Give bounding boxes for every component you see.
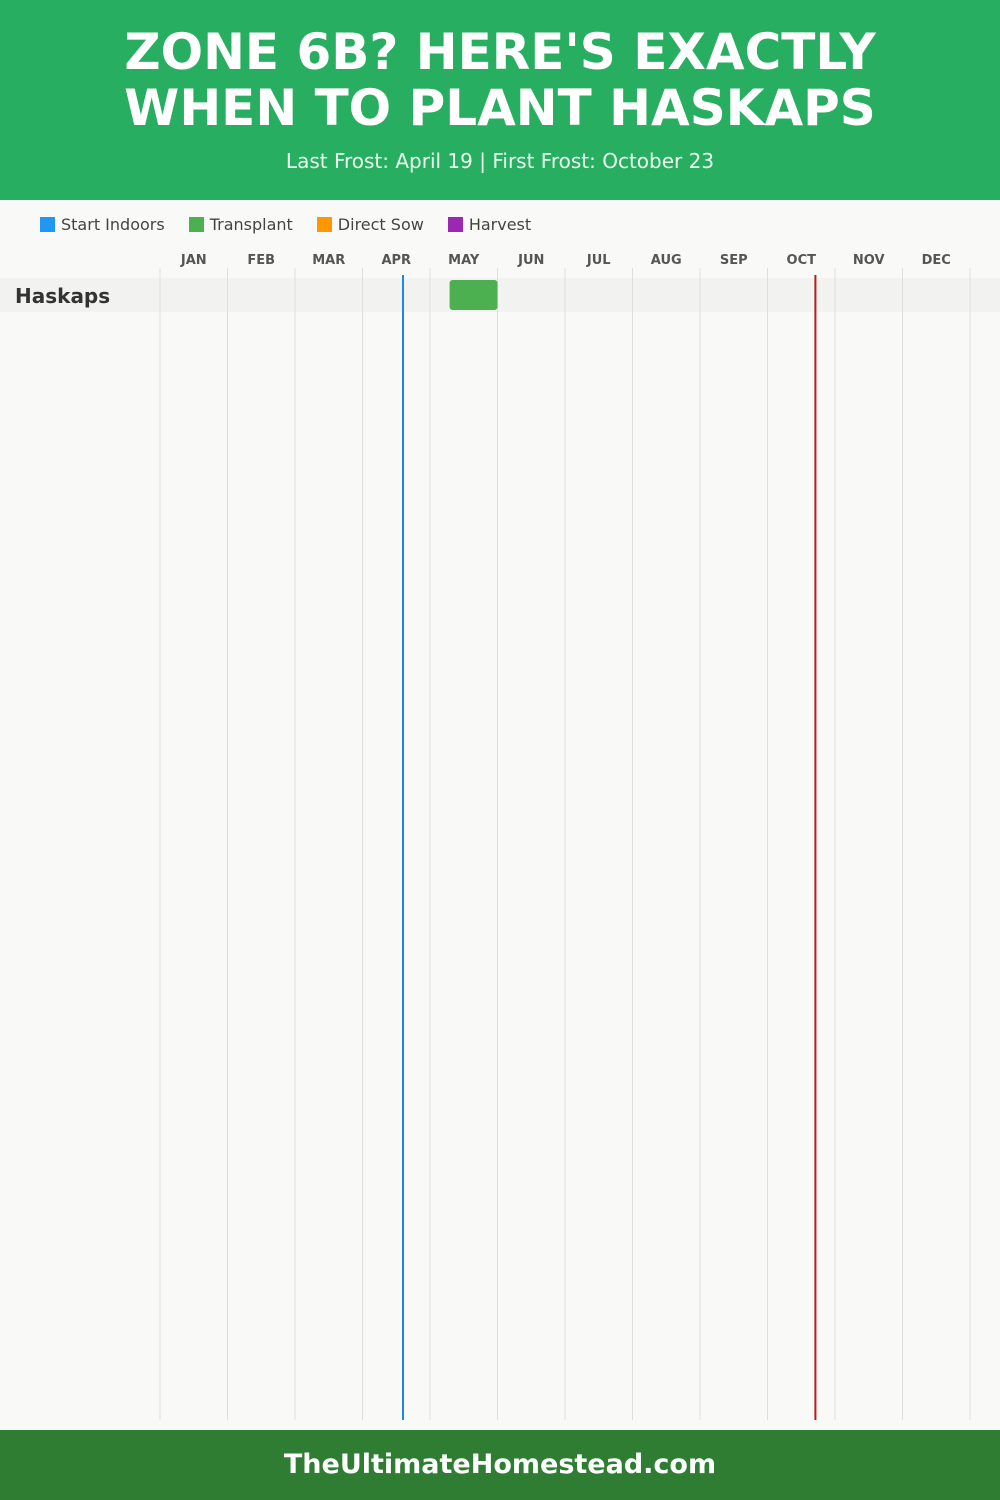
legend-label: Harvest xyxy=(468,215,532,234)
footer-site: TheUltimateHomestead.com xyxy=(0,1430,1000,1500)
row-label: Haskaps xyxy=(15,284,110,308)
title-line-2: WHEN TO PLANT HASKAPS xyxy=(124,79,876,137)
month-label: OCT xyxy=(787,253,817,268)
subtitle: Last Frost: April 19 | First Frost: Octo… xyxy=(285,149,715,173)
legend-item: Transplant xyxy=(188,215,293,234)
legend-item: Direct Sow xyxy=(316,215,424,234)
page-title: ZONE 6B? HERE'S EXACTLY WHEN TO PLANT HAS… xyxy=(0,24,1000,136)
month-label: NOV xyxy=(853,253,885,268)
row-background xyxy=(0,278,1000,312)
month-label: JUN xyxy=(517,253,544,268)
month-label: FEB xyxy=(247,253,275,268)
month-label: DEC xyxy=(922,253,951,268)
legend-label: Direct Sow xyxy=(337,215,424,234)
legend-item: Start Indoors xyxy=(40,215,165,234)
legend: Start Indoors Transplant Direct Sow Harv… xyxy=(40,215,531,234)
bar-transplant xyxy=(449,280,498,310)
month-label: JUL xyxy=(586,253,611,268)
legend-label: Transplant xyxy=(209,215,293,234)
legend-item: Harvest xyxy=(447,215,532,234)
legend-label: Start Indoors xyxy=(61,215,165,234)
swatch xyxy=(188,217,204,232)
month-label: APR xyxy=(381,253,411,268)
header: ZONE 6B? HERE'S EXACTLY WHEN TO PLANT HAS… xyxy=(0,0,1000,200)
month-label: AUG xyxy=(651,253,682,268)
gantt-chart: JAN FEB MAR APR MAY JUN JUL AUG SEP OCT NOV DEC Hask… xyxy=(0,253,1000,1420)
month-label: SEP xyxy=(720,253,748,268)
month-label: MAR xyxy=(312,253,345,268)
month-label: JAN xyxy=(180,253,207,268)
swatch xyxy=(447,217,463,232)
title-line-1: ZONE 6B? HERE'S EXACTLY xyxy=(124,23,876,81)
month-label: MAY xyxy=(448,253,480,268)
swatch xyxy=(40,217,55,232)
swatch xyxy=(316,217,332,232)
